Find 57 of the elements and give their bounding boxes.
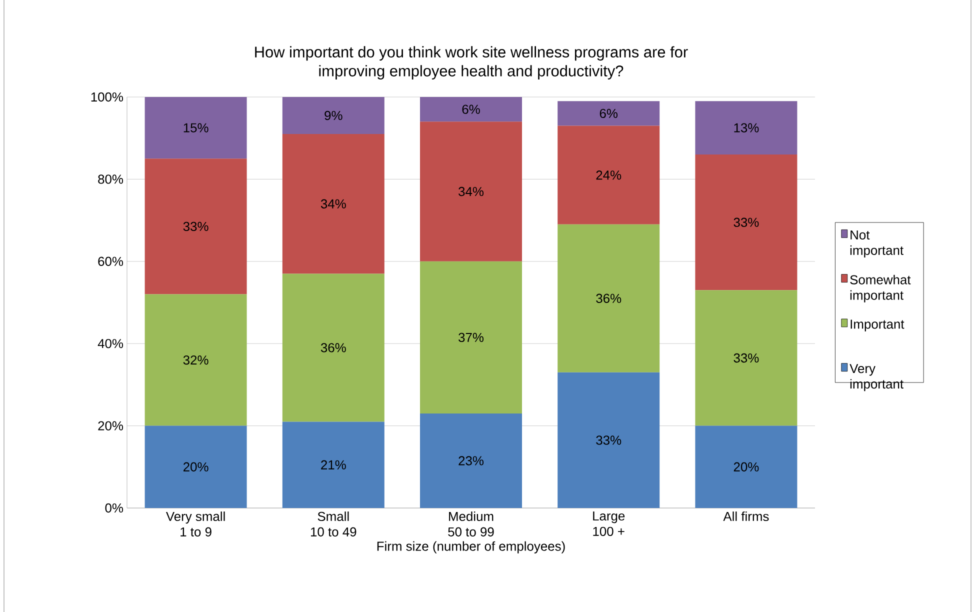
- bar: [558, 101, 660, 126]
- legend-label: Not important: [850, 230, 904, 258]
- data-label: 34%: [320, 199, 346, 208]
- bar: [420, 261, 522, 414]
- data-label: 37%: [458, 332, 484, 342]
- bar: [420, 96, 522, 122]
- bar: [695, 154, 798, 290]
- bar: [144, 426, 247, 508]
- y-tick-label: 80%: [98, 174, 124, 184]
- data-label: 32%: [183, 355, 208, 365]
- bar: [558, 224, 660, 372]
- legend-label: Important: [850, 320, 904, 332]
- y-tick-label: 100%: [91, 92, 124, 102]
- bar: [144, 96, 247, 159]
- data-label: 20%: [734, 462, 759, 472]
- data-label: 6%: [600, 108, 618, 118]
- data-label: 33%: [596, 436, 622, 445]
- bar: [282, 422, 384, 508]
- bar: [420, 413, 522, 508]
- legend-label: Very important: [850, 364, 904, 392]
- legend-label: Somewhat important: [850, 274, 911, 302]
- data-label: 24%: [596, 170, 622, 180]
- data-label: 34%: [458, 186, 484, 196]
- bar: [695, 290, 798, 426]
- data-label: 20%: [183, 462, 208, 472]
- bar: [558, 126, 660, 224]
- y-tick-label: 60%: [98, 256, 124, 266]
- data-label: 33%: [183, 222, 208, 232]
- bar: [282, 274, 384, 422]
- data-label: 15%: [184, 123, 208, 132]
- data-label: 36%: [320, 343, 346, 352]
- x-tick-label: Large 100 +: [593, 512, 625, 536]
- bar: [420, 122, 522, 262]
- data-label: 23%: [458, 456, 484, 466]
- y-tick-label: 40%: [98, 339, 124, 348]
- bar: [144, 158, 247, 294]
- data-label: 6%: [462, 104, 480, 114]
- bar: [558, 372, 660, 508]
- x-axis-title: Firm size (number of employees): [377, 541, 565, 554]
- data-label: 9%: [324, 110, 342, 120]
- x-tick-label: All firms: [723, 512, 769, 522]
- x-tick-label: Medium 50 to 99: [448, 512, 494, 536]
- x-tick-label: Small 10 to 49: [310, 512, 356, 536]
- bar: [695, 101, 798, 155]
- bar: [282, 96, 384, 134]
- bar: [282, 134, 384, 274]
- data-label: 33%: [734, 218, 759, 227]
- y-tick-label: 20%: [98, 421, 124, 430]
- data-label: 21%: [321, 460, 346, 470]
- data-label: 33%: [734, 353, 759, 363]
- y-tick-label: 0%: [105, 503, 124, 513]
- chart-title: How important do you think work site wellness programs are for improving employee health and productivity?: [255, 46, 688, 80]
- data-label: 13%: [734, 123, 759, 132]
- bar: [144, 294, 247, 426]
- data-label: 36%: [596, 294, 622, 303]
- bar: [695, 426, 798, 508]
- x-tick-label: Very small 1 to 9: [166, 512, 225, 536]
